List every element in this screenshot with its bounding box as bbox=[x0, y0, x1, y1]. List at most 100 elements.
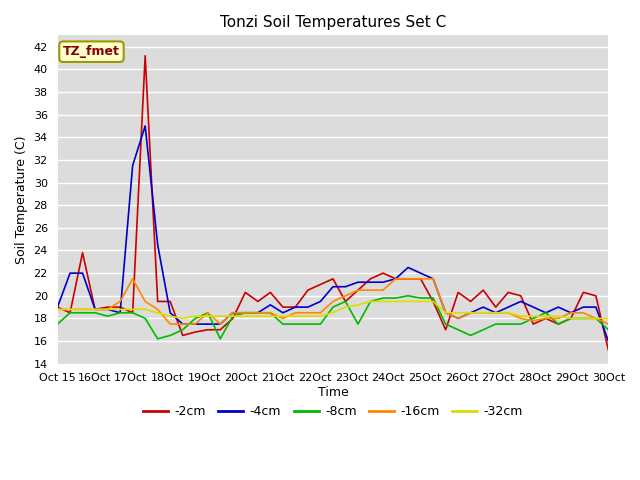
Line: -4cm: -4cm bbox=[58, 126, 609, 341]
-32cm bbox=[216, 313, 224, 319]
-4cm bbox=[191, 321, 199, 327]
-16cm bbox=[54, 307, 61, 312]
-32cm bbox=[454, 310, 462, 316]
-32cm bbox=[66, 307, 74, 312]
-4cm bbox=[542, 310, 550, 316]
-32cm bbox=[529, 313, 537, 319]
-32cm bbox=[317, 313, 324, 319]
-8cm bbox=[517, 321, 525, 327]
-4cm bbox=[229, 310, 237, 316]
-2cm bbox=[166, 299, 174, 304]
-2cm bbox=[304, 287, 312, 293]
-4cm bbox=[66, 270, 74, 276]
-4cm bbox=[129, 163, 136, 168]
-8cm bbox=[104, 313, 111, 319]
-8cm bbox=[204, 310, 212, 316]
-32cm bbox=[367, 299, 374, 304]
-32cm bbox=[579, 315, 587, 321]
-32cm bbox=[191, 313, 199, 319]
-4cm bbox=[79, 270, 86, 276]
-32cm bbox=[404, 299, 412, 304]
-8cm bbox=[592, 315, 600, 321]
-4cm bbox=[367, 279, 374, 285]
-8cm bbox=[442, 321, 449, 327]
-2cm bbox=[279, 304, 287, 310]
-32cm bbox=[354, 302, 362, 308]
-4cm bbox=[342, 284, 349, 289]
-2cm bbox=[492, 304, 500, 310]
-16cm bbox=[442, 310, 449, 316]
-2cm bbox=[542, 315, 550, 321]
-2cm bbox=[454, 289, 462, 295]
-16cm bbox=[492, 310, 500, 316]
-8cm bbox=[317, 321, 324, 327]
-2cm bbox=[191, 329, 199, 335]
-4cm bbox=[567, 310, 575, 316]
-32cm bbox=[166, 313, 174, 319]
-2cm bbox=[479, 287, 487, 293]
-2cm bbox=[179, 333, 187, 338]
Line: -32cm: -32cm bbox=[58, 301, 609, 318]
Title: Tonzi Soil Temperatures Set C: Tonzi Soil Temperatures Set C bbox=[220, 15, 446, 30]
-8cm bbox=[379, 295, 387, 301]
-8cm bbox=[605, 327, 612, 333]
-2cm bbox=[204, 327, 212, 333]
-4cm bbox=[417, 270, 424, 276]
-16cm bbox=[304, 310, 312, 316]
-4cm bbox=[404, 264, 412, 270]
-8cm bbox=[567, 315, 575, 321]
-16cm bbox=[317, 310, 324, 316]
-8cm bbox=[492, 321, 500, 327]
-8cm bbox=[417, 295, 424, 301]
-32cm bbox=[467, 310, 474, 316]
-16cm bbox=[605, 321, 612, 327]
-2cm bbox=[567, 315, 575, 321]
-8cm bbox=[229, 313, 237, 319]
-16cm bbox=[92, 307, 99, 312]
-8cm bbox=[404, 293, 412, 299]
-16cm bbox=[404, 276, 412, 282]
-4cm bbox=[92, 307, 99, 312]
-32cm bbox=[554, 313, 562, 319]
-4cm bbox=[179, 321, 187, 327]
-4cm bbox=[329, 284, 337, 289]
-4cm bbox=[429, 276, 437, 282]
-16cm bbox=[517, 315, 525, 321]
-16cm bbox=[104, 307, 111, 312]
-8cm bbox=[66, 310, 74, 316]
-16cm bbox=[216, 321, 224, 327]
-8cm bbox=[54, 321, 61, 327]
-8cm bbox=[154, 336, 161, 342]
-16cm bbox=[454, 315, 462, 321]
-2cm bbox=[141, 53, 149, 59]
-4cm bbox=[266, 302, 274, 308]
-16cm bbox=[154, 307, 161, 312]
-16cm bbox=[241, 310, 249, 316]
-16cm bbox=[392, 276, 399, 282]
Legend: -2cm, -4cm, -8cm, -16cm, -32cm: -2cm, -4cm, -8cm, -16cm, -32cm bbox=[138, 400, 528, 423]
-16cm bbox=[191, 321, 199, 327]
-16cm bbox=[429, 276, 437, 282]
-32cm bbox=[129, 307, 136, 312]
-16cm bbox=[329, 299, 337, 304]
-32cm bbox=[329, 310, 337, 316]
-4cm bbox=[504, 304, 512, 310]
-32cm bbox=[116, 307, 124, 312]
-16cm bbox=[504, 310, 512, 316]
-16cm bbox=[204, 310, 212, 316]
-2cm bbox=[467, 299, 474, 304]
-8cm bbox=[392, 295, 399, 301]
-8cm bbox=[554, 321, 562, 327]
-2cm bbox=[504, 289, 512, 295]
-32cm bbox=[592, 315, 600, 321]
Y-axis label: Soil Temperature (C): Soil Temperature (C) bbox=[15, 135, 28, 264]
-32cm bbox=[92, 307, 99, 312]
-4cm bbox=[454, 315, 462, 321]
-8cm bbox=[166, 333, 174, 338]
-32cm bbox=[429, 299, 437, 304]
-4cm bbox=[166, 310, 174, 316]
-16cm bbox=[354, 287, 362, 293]
-2cm bbox=[404, 276, 412, 282]
-32cm bbox=[392, 299, 399, 304]
-4cm bbox=[354, 279, 362, 285]
